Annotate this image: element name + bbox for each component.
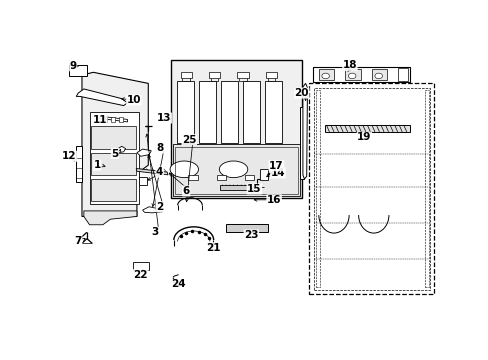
Text: 24: 24 — [171, 279, 185, 289]
Text: 9: 9 — [70, 61, 77, 71]
Bar — [315, 90, 320, 287]
Bar — [139, 177, 147, 185]
Polygon shape — [137, 149, 151, 156]
Polygon shape — [142, 207, 163, 213]
Text: 21: 21 — [206, 243, 220, 253]
Polygon shape — [117, 146, 125, 152]
Text: 3: 3 — [151, 227, 159, 237]
Bar — [345, 69, 360, 80]
Text: 1: 1 — [93, 160, 101, 170]
Bar — [198, 81, 215, 143]
Bar — [208, 72, 220, 78]
Text: 6: 6 — [182, 186, 189, 196]
Bar — [264, 81, 281, 143]
Bar — [312, 67, 409, 82]
Bar — [242, 81, 259, 143]
Bar — [314, 87, 429, 290]
Bar — [180, 72, 191, 78]
Polygon shape — [82, 72, 148, 216]
Bar — [119, 117, 123, 122]
Bar — [171, 60, 301, 198]
Text: 16: 16 — [266, 195, 281, 205]
Text: 15: 15 — [246, 184, 261, 194]
Bar — [318, 69, 333, 80]
Text: 18: 18 — [342, 60, 356, 70]
Polygon shape — [97, 116, 127, 122]
Bar — [91, 153, 136, 175]
Bar — [220, 185, 248, 190]
Bar — [324, 125, 409, 132]
Bar — [216, 175, 225, 180]
Bar — [398, 68, 407, 81]
Bar — [220, 81, 237, 143]
Text: 5: 5 — [111, 149, 118, 158]
Bar — [133, 262, 149, 270]
Text: 8: 8 — [157, 143, 163, 153]
Bar — [260, 169, 268, 180]
Bar — [176, 81, 193, 143]
Bar — [265, 72, 277, 78]
Bar — [237, 72, 248, 78]
Ellipse shape — [219, 161, 247, 177]
Text: 22: 22 — [133, 270, 148, 280]
Bar — [175, 147, 297, 194]
Text: 23: 23 — [244, 230, 258, 240]
Bar — [91, 126, 136, 149]
Text: 14: 14 — [270, 168, 285, 178]
Bar — [75, 146, 82, 182]
Ellipse shape — [170, 161, 198, 177]
Text: 12: 12 — [62, 151, 77, 161]
Bar — [309, 84, 433, 294]
Text: 13: 13 — [157, 113, 171, 123]
Text: 10: 10 — [126, 95, 141, 105]
Bar — [89, 112, 139, 204]
Bar — [111, 117, 115, 122]
Polygon shape — [84, 211, 137, 225]
Text: 2: 2 — [156, 202, 163, 212]
Bar — [371, 69, 386, 80]
Text: 20: 20 — [294, 88, 308, 98]
Circle shape — [321, 73, 329, 79]
Bar — [299, 107, 304, 179]
Circle shape — [374, 73, 382, 79]
Text: 25: 25 — [182, 135, 196, 145]
Bar — [91, 179, 136, 201]
Text: 19: 19 — [356, 132, 371, 143]
Polygon shape — [136, 168, 168, 175]
Text: 17: 17 — [268, 161, 283, 171]
Text: 11: 11 — [92, 115, 107, 125]
Bar — [225, 224, 267, 232]
Text: 4: 4 — [156, 167, 163, 177]
Bar — [102, 117, 106, 122]
Polygon shape — [76, 89, 127, 105]
Polygon shape — [302, 84, 307, 179]
Bar — [244, 175, 254, 180]
Bar — [424, 90, 428, 287]
Bar — [173, 144, 299, 195]
Circle shape — [347, 73, 355, 79]
Text: 7: 7 — [74, 235, 81, 246]
Bar — [68, 66, 87, 76]
Bar — [188, 175, 197, 180]
